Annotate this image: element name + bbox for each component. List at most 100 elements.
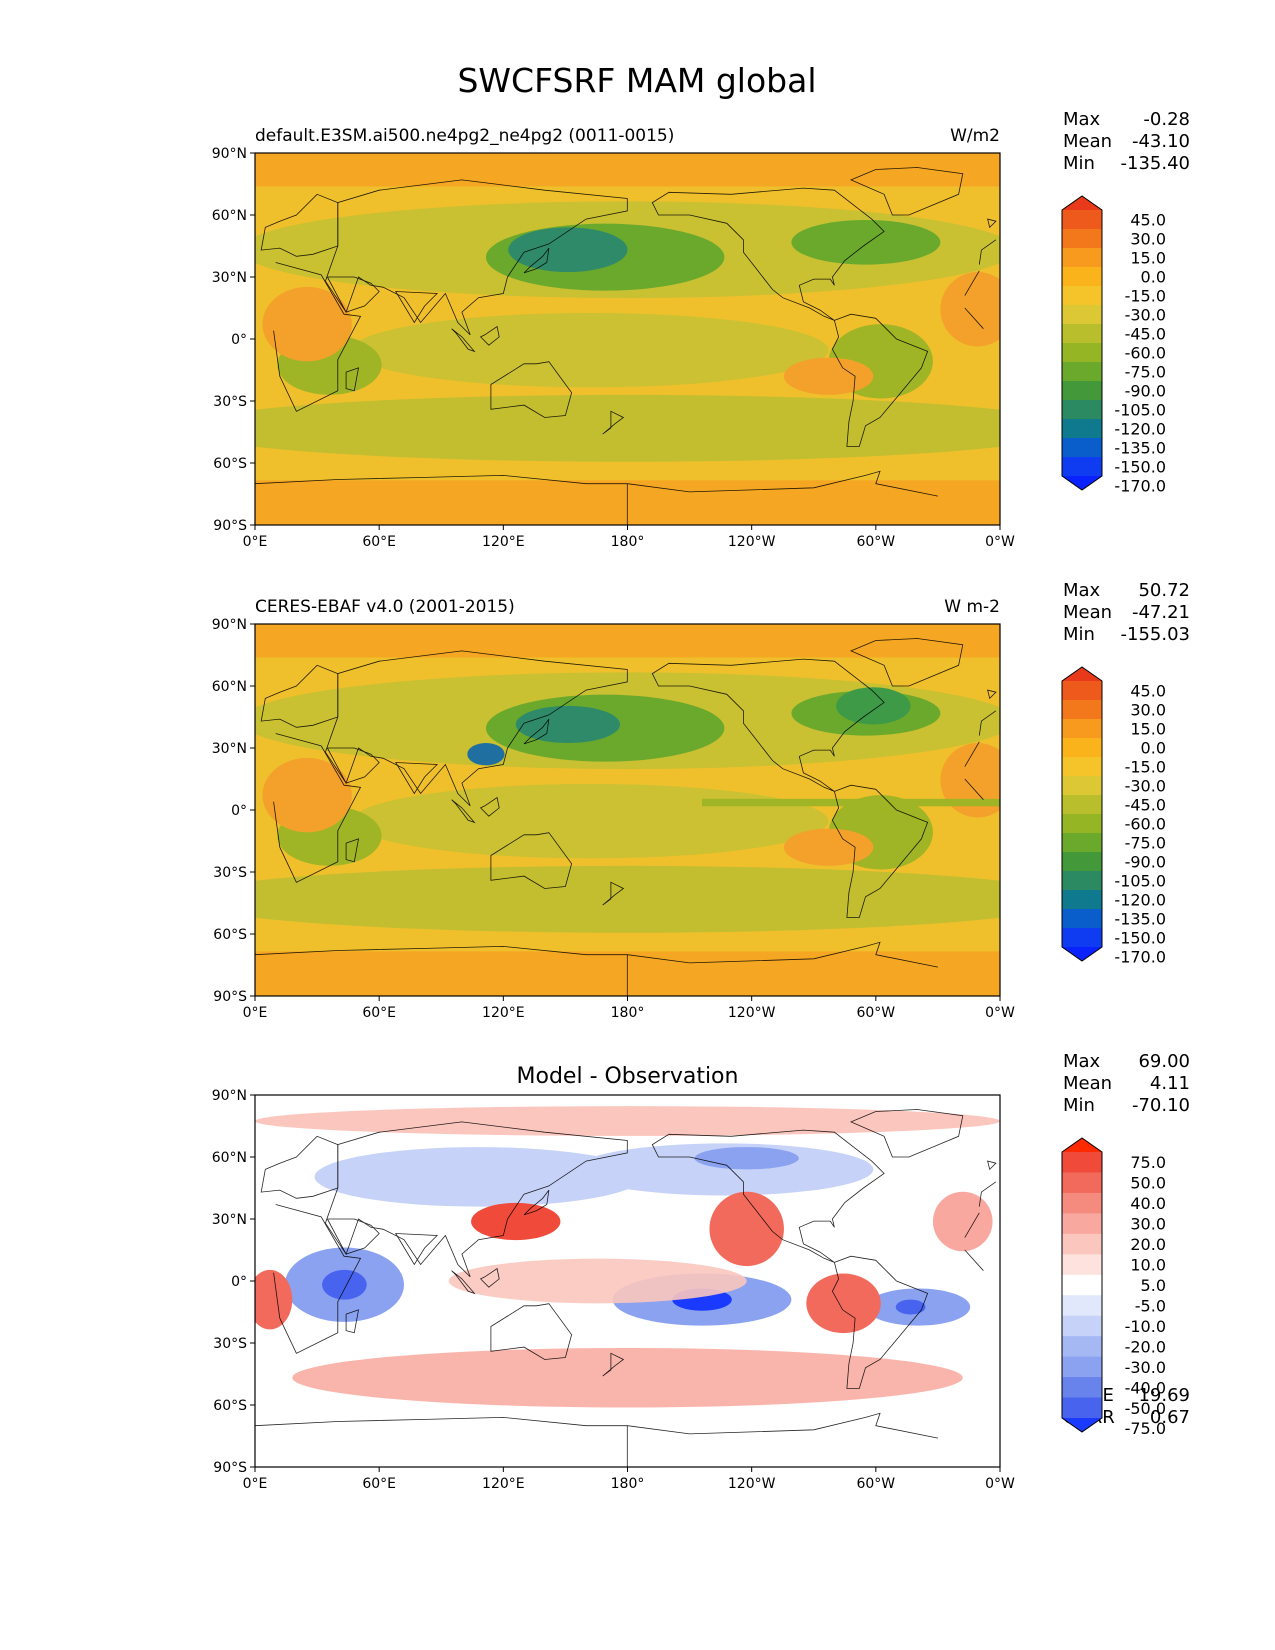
coastline-japan xyxy=(523,247,550,274)
colorbar-segment xyxy=(1062,738,1102,758)
stat-label-mean: Mean xyxy=(1063,131,1112,152)
lat-tick-label: 90°N xyxy=(212,617,247,633)
colorbar-segment xyxy=(1062,1152,1102,1173)
lon-tick-label: 60°W xyxy=(856,1005,895,1021)
stat-value-mean: 4.11 xyxy=(1150,1073,1190,1094)
stat-value-rmse: 19.69 xyxy=(1138,1385,1190,1406)
lon-tick-label: 120°W xyxy=(728,1005,776,1021)
lat-tick-label: 60°N xyxy=(212,208,247,224)
colorbar-outline xyxy=(1061,666,1103,962)
lat-tick-label: 30°N xyxy=(212,741,247,757)
colorbar-segment xyxy=(1062,381,1102,401)
coastline-arabia xyxy=(326,276,380,313)
map-field xyxy=(255,1095,1000,1467)
coastlines xyxy=(255,638,997,996)
coastline-borneo xyxy=(479,796,500,817)
lat-tick-label: 60°N xyxy=(212,679,247,695)
lon-tick-label: 120°E xyxy=(482,534,525,550)
coastline-africa xyxy=(273,262,984,412)
colorbar-segment xyxy=(1062,719,1102,739)
panel-subtitle-left: CERES-EBAF v4.0 (2001-2015) xyxy=(255,597,515,617)
colorbar-segment xyxy=(1062,1192,1102,1214)
coastline-antarctica xyxy=(255,941,938,996)
colorbar-extend-top xyxy=(1062,1138,1102,1152)
lat-tick-label: 60°S xyxy=(213,927,247,943)
colorbar-segment xyxy=(1062,229,1102,249)
colorbar-tick-label: 15.0 xyxy=(1130,720,1166,739)
colorbar-segment xyxy=(1062,1295,1102,1317)
colorbar-tick-label: 75.0 xyxy=(1130,1153,1166,1172)
colorbar-tick-label: 0.0 xyxy=(1141,739,1166,758)
stat-label-max: Max xyxy=(1063,580,1101,601)
colorbar-outline xyxy=(1061,195,1103,491)
coastline-africa xyxy=(273,733,984,883)
coastline-arabia xyxy=(326,1218,380,1255)
colorbar-tick-label: 30.0 xyxy=(1130,1215,1166,1234)
map-field xyxy=(255,624,1000,996)
colorbar-segment xyxy=(1062,343,1102,363)
colorbar-segment xyxy=(1062,400,1102,420)
coastline-nz xyxy=(602,881,625,906)
colorbar-segment xyxy=(1062,1254,1102,1276)
panel-units: W/m2 xyxy=(950,126,1000,146)
lon-tick-label: 0°E xyxy=(243,1005,268,1021)
stat-label-min: Min xyxy=(1063,153,1095,174)
colorbar-segment xyxy=(1062,928,1102,948)
colorbar-tick-label: -10.0 xyxy=(1125,1317,1166,1336)
colorbar-tick-label: -5.0 xyxy=(1135,1296,1166,1315)
coastline-sumatra xyxy=(451,1270,476,1295)
colorbar-tick-label: -170.0 xyxy=(1114,948,1166,967)
colorbar-segment xyxy=(1062,419,1102,439)
colorbar-segment xyxy=(1062,1172,1102,1194)
lat-tick-label: 30°S xyxy=(213,394,247,410)
stat-label-mean: Mean xyxy=(1063,1073,1112,1094)
lat-tick-label: 0° xyxy=(231,1274,247,1290)
lon-tick-label: 120°E xyxy=(482,1476,525,1492)
stat-value-min: -135.40 xyxy=(1121,153,1190,174)
coastline-uk xyxy=(987,218,997,229)
stat-value-corr: 0.67 xyxy=(1150,1407,1190,1428)
coastline-madagascar xyxy=(345,367,360,392)
colorbar-tick-label: -20.0 xyxy=(1125,1337,1166,1356)
lat-tick-label: 90°S xyxy=(213,518,247,534)
coastline-asia xyxy=(324,1121,628,1278)
colorbar-extend-top xyxy=(1062,667,1102,681)
lat-tick-label: 0° xyxy=(231,332,247,348)
lat-tick-label: 30°N xyxy=(212,1212,247,1228)
colorbar-segment xyxy=(1062,1377,1102,1399)
coastline-japan xyxy=(523,1189,550,1216)
lat-tick-label: 90°S xyxy=(213,989,247,1005)
colorbar-segment xyxy=(1062,1315,1102,1337)
stat-value-mean: -43.10 xyxy=(1132,131,1190,152)
stats-model: Max -0.28 Mean -43.10 Min -135.40 xyxy=(1063,109,1190,174)
colorbar-tick-label: -75.0 xyxy=(1125,363,1166,382)
colorbar-tick-label: 45.0 xyxy=(1130,211,1166,230)
lat-tick-label: 90°N xyxy=(212,1088,247,1104)
coastline-borneo xyxy=(479,325,500,346)
colorbar-outline xyxy=(1061,1137,1103,1433)
colorbar-tick-label: 45.0 xyxy=(1130,682,1166,701)
panel-subtitle-center: Model - Observation xyxy=(517,1064,739,1089)
colorbar-segment xyxy=(1062,1336,1102,1358)
colorbar-segment xyxy=(1062,438,1102,458)
colorbar-segment xyxy=(1062,457,1102,477)
colorbar-tick-label: 10.0 xyxy=(1130,1256,1166,1275)
colorbar-tick-label: -40.0 xyxy=(1125,1378,1166,1397)
coastline-madagascar xyxy=(345,838,360,863)
colorbar-tick-label: 15.0 xyxy=(1130,249,1166,268)
lon-tick-label: 0°E xyxy=(243,534,268,550)
colorbar-segment xyxy=(1062,909,1102,929)
colorbar-segment xyxy=(1062,1213,1102,1235)
colorbar-segment xyxy=(1062,1356,1102,1378)
coastline-sumatra xyxy=(451,799,476,824)
lat-tick-label: 90°N xyxy=(212,146,247,162)
colorbar-extend-bottom xyxy=(1062,476,1102,490)
coastline-japan xyxy=(523,718,550,745)
coastline-sumatra xyxy=(451,328,476,353)
colorbar-tick-label: -15.0 xyxy=(1125,287,1166,306)
colorbar-tick-label: -30.0 xyxy=(1125,1358,1166,1377)
colorbar-tick-label: -90.0 xyxy=(1125,382,1166,401)
lon-tick-label: 120°W xyxy=(728,534,776,550)
stat-value-max: 69.00 xyxy=(1138,1051,1190,1072)
